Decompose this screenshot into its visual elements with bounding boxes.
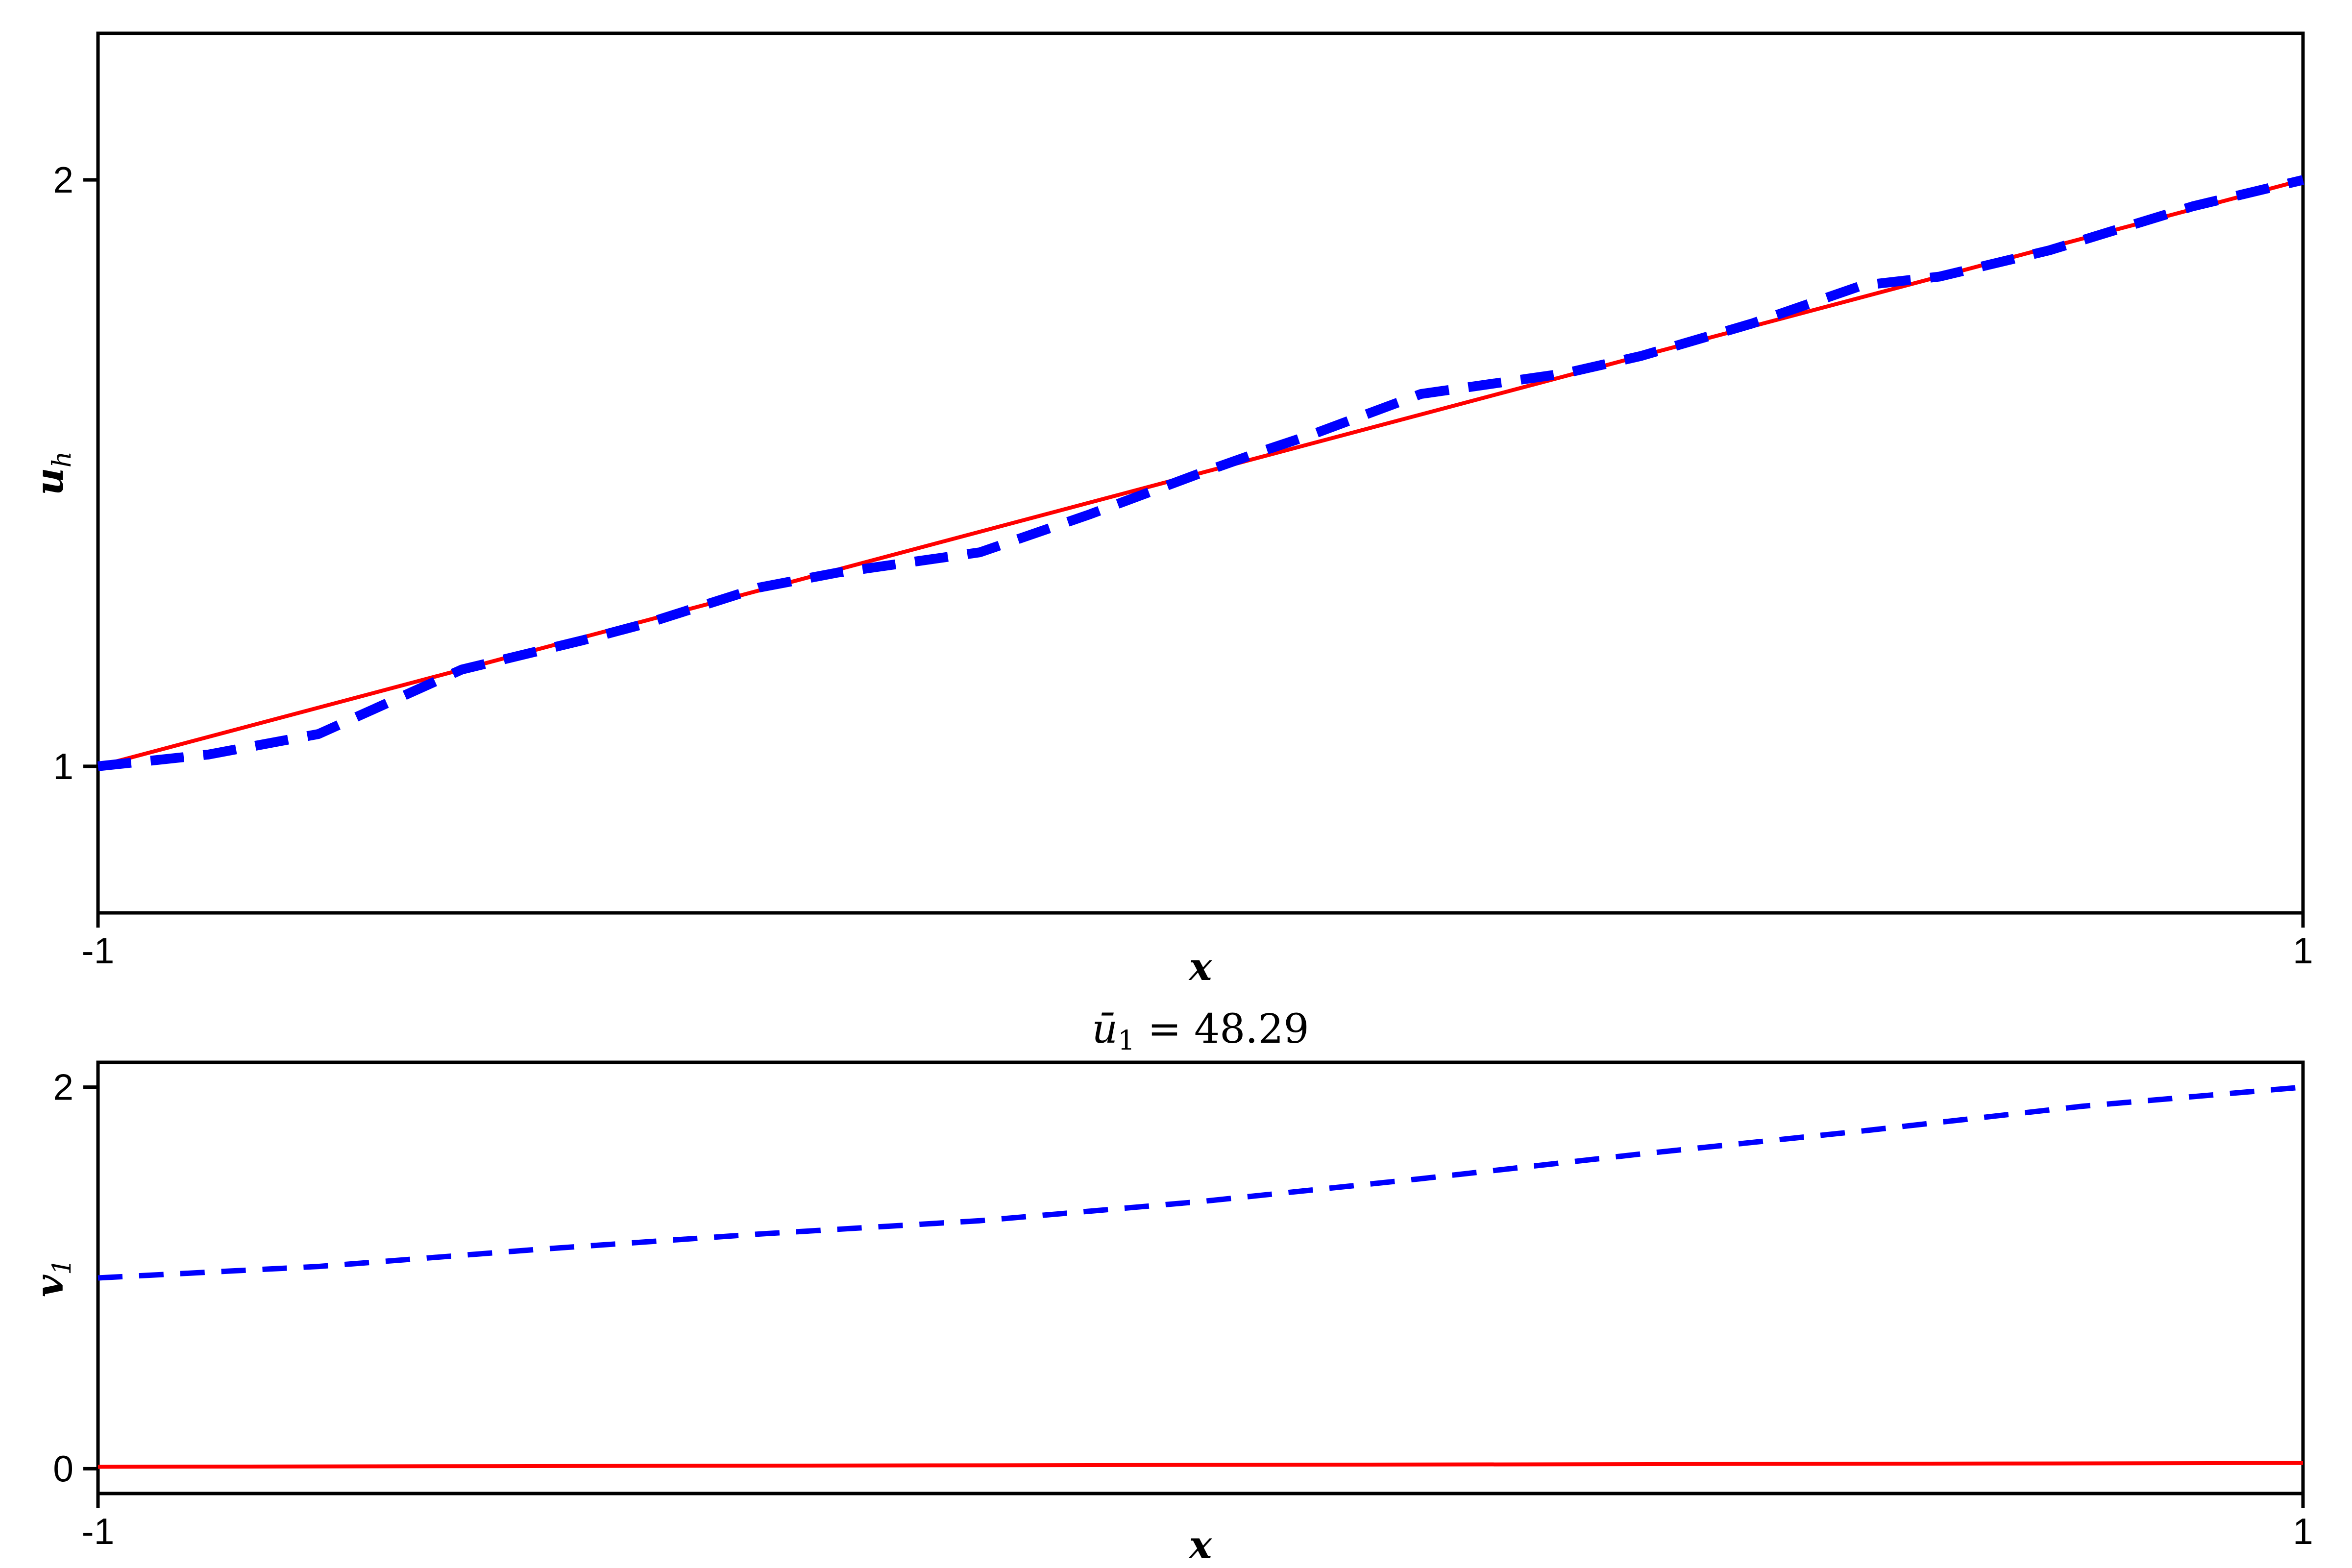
bottom-x-tick-label: 1	[2293, 1511, 2313, 1552]
top-x-tick-label: 1	[2293, 930, 2313, 971]
bottom-title-sub: 1	[1118, 1025, 1135, 1056]
bottom-title-rest: = 48.29	[1135, 1006, 1309, 1053]
bottom-series-layer	[98, 1084, 2303, 1469]
top-y-axis-label-sub: h	[48, 451, 77, 468]
top-y-tick-label: 1	[53, 746, 74, 787]
bottom-panel: ū1 = 48.29 -1 102 x v1	[27, 1006, 2313, 1568]
bottom-panel-title: ū1 = 48.29	[1092, 1006, 1309, 1056]
top-y-axis-label: uh	[27, 451, 77, 495]
top-x-axis-label: x	[1188, 945, 1213, 989]
bottom-ticks-layer	[83, 1085, 2305, 1508]
bottom-x-tick-label: -1	[82, 1511, 115, 1552]
top-panel: -1 1 1 2 x uh	[27, 31, 2313, 989]
top-y-tick-label: 2	[53, 159, 74, 200]
bottom-ticklabels-layer: -1 1 0 2	[53, 1067, 2313, 1552]
top-ticklabels-layer: -1 1 1 2	[53, 159, 2313, 971]
top-y-axis-label-base: u	[27, 467, 72, 495]
bottom-y-axis-label-sub: 1	[48, 1259, 77, 1275]
top-x-tick-label: -1	[82, 930, 115, 971]
bottom-x-axis-label: x	[1188, 1523, 1213, 1568]
bottom-y-tick-label: 2	[53, 1067, 74, 1108]
top-plot-frame	[96, 31, 2305, 915]
bottom-y-axis-label: v1	[27, 1259, 77, 1297]
top-series-layer	[97, 175, 2304, 771]
top-series-1-dashed-line	[97, 175, 2304, 771]
bottom-series-0-solid-line	[98, 1461, 2303, 1469]
bottom-y-axis-label-base: v	[27, 1274, 72, 1297]
top-ticks-layer	[83, 178, 2305, 928]
bottom-y-tick-label: 0	[53, 1448, 74, 1489]
bottom-title-var: ū	[1092, 1006, 1118, 1053]
